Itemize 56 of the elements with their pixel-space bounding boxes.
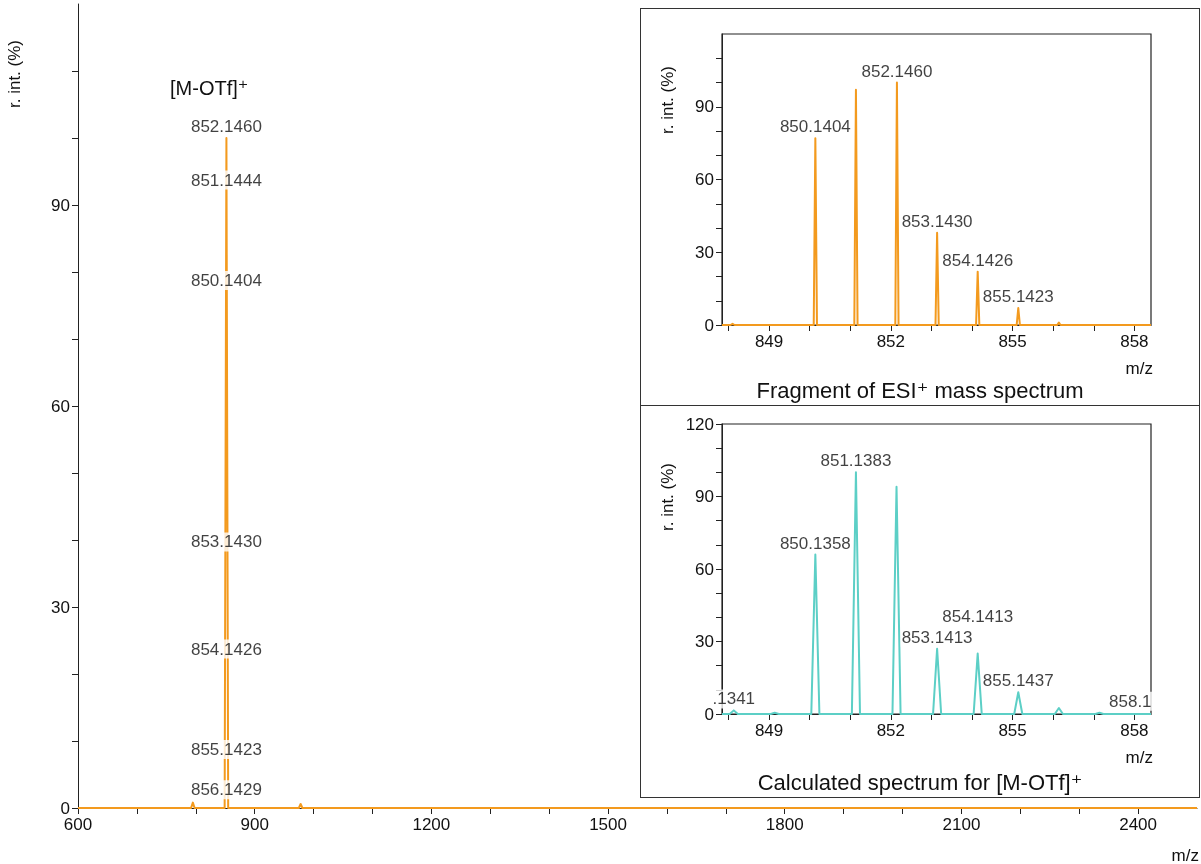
annotation: 853.1413 [901, 627, 973, 647]
annotation: 850.1358 [779, 533, 851, 553]
y-tick-label: 30 [51, 597, 70, 617]
y-tick-label: 90 [695, 97, 714, 117]
x-tick-label: 858 [1120, 721, 1149, 740]
y-tick-label: 90 [51, 195, 70, 215]
y-tick-label: 60 [51, 396, 70, 416]
annotation: 854.1413 [942, 606, 1014, 626]
annotation: 854.1426 [942, 250, 1014, 270]
x-tick-label: 855 [998, 721, 1027, 740]
y-tick-label: 30 [695, 242, 714, 262]
x-axis-title: m/z [1171, 846, 1200, 864]
x-tick-label: 852 [876, 721, 906, 740]
x-tick-label: 852 [876, 332, 906, 351]
annotation: 852.1460 [190, 117, 262, 136]
annotation: 858.1 [1109, 691, 1152, 711]
annotation: 850.1404 [190, 271, 262, 291]
x-tick-label: 2100 [942, 815, 981, 834]
annotation: 851.1444 [190, 170, 262, 190]
x-tick-label: 1500 [589, 815, 627, 834]
y-tick-label: 0 [60, 798, 70, 818]
x-tick-label: 600 [63, 815, 93, 834]
annotation: 856.1429 [190, 780, 262, 800]
y-tick-label: 90 [695, 487, 714, 506]
annotation: .1341 [712, 689, 756, 709]
annotation: 851.1383 [820, 451, 892, 471]
y-tick-label: 120 [685, 414, 714, 434]
y-tick-label: 0 [704, 704, 714, 724]
annotation: 852.1460 [861, 61, 933, 81]
annotation: 853.1430 [901, 211, 973, 231]
x-tick-label: 1800 [765, 815, 804, 834]
annotation: 855.1423 [982, 287, 1054, 307]
x-tick-label: 855 [998, 332, 1027, 351]
y-tick-label: 60 [695, 170, 714, 189]
annotation: 855.1437 [982, 671, 1054, 691]
x-tick-label: 849 [754, 721, 784, 740]
text: Fragment of ESI⁺ mass spectrum [756, 377, 1084, 403]
annotation: 854.1426 [190, 639, 262, 659]
y-axis-title: r. int. (%) [658, 65, 677, 134]
y-tick-label: 30 [695, 632, 714, 651]
x-axis-title: m/z [1125, 748, 1154, 767]
annotation: 855.1423 [190, 740, 262, 760]
annotation: 850.1404 [779, 117, 851, 137]
y-axis-title: r. int. (%) [658, 462, 677, 531]
annotation: 853.1430 [190, 532, 262, 552]
x-tick-label: 849 [754, 332, 784, 351]
y-axis-title: r. int. (%) [5, 39, 24, 108]
annotation: [M-OTf]⁺ [170, 77, 249, 99]
x-tick-label: 2400 [1119, 815, 1158, 834]
y-tick-label: 60 [695, 559, 714, 579]
x-tick-label: 900 [240, 815, 269, 834]
x-axis-title: m/z [1125, 359, 1154, 378]
x-tick-label: 1200 [412, 815, 451, 834]
text: Calculated spectrum for [M-OTf]⁺ [757, 769, 1083, 795]
y-tick-label: 0 [704, 315, 714, 335]
x-tick-label: 858 [1120, 332, 1149, 351]
